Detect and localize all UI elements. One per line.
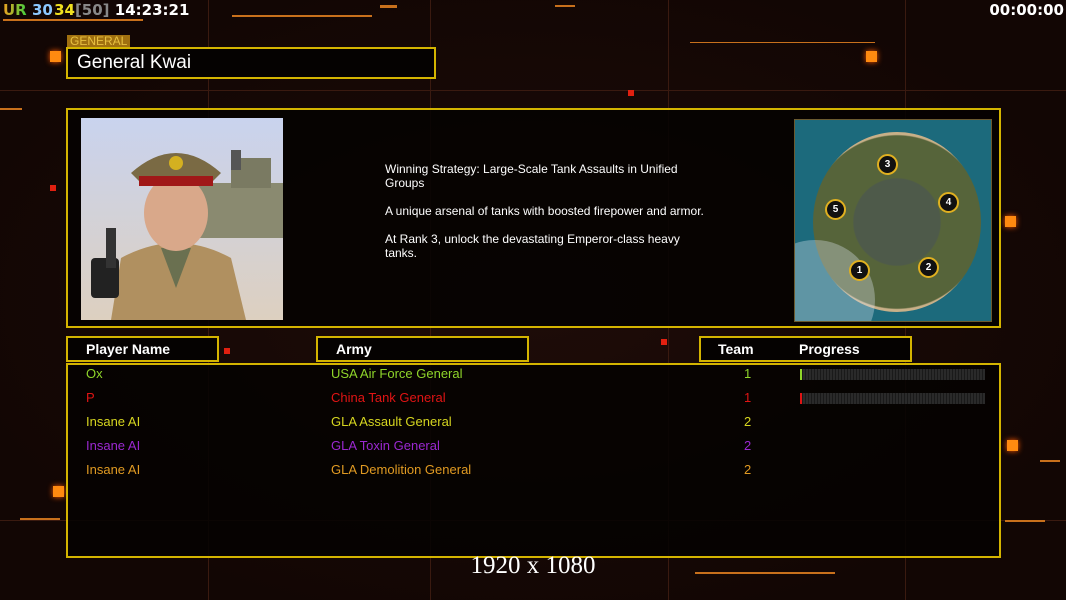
deco-line <box>0 108 22 110</box>
team-number: 2 <box>744 462 752 477</box>
deco-square <box>1007 440 1018 451</box>
progress-fill <box>800 393 802 404</box>
progress-fill <box>800 369 802 380</box>
deco-line <box>232 15 372 17</box>
deco-line <box>555 5 575 7</box>
deco-line <box>1005 520 1045 522</box>
description-line: Winning Strategy: Large-Scale Tank Assau… <box>385 162 678 190</box>
deco-square <box>661 339 667 345</box>
deco-line <box>20 518 60 520</box>
deco-square <box>224 348 230 354</box>
start-position-2[interactable]: 2 <box>918 257 939 278</box>
general-description: Winning Strategy: Large-Scale Tank Assau… <box>385 162 705 260</box>
general-tag: GENERAL <box>67 35 131 48</box>
deco-square <box>1005 216 1016 227</box>
deco-line <box>695 572 835 574</box>
player-name: Ox <box>86 366 103 381</box>
table-row: P China Tank General 1 <box>86 390 986 410</box>
general-name: General Kwai <box>66 47 436 79</box>
start-position-4[interactable]: 4 <box>938 192 959 213</box>
grid-line <box>0 90 1066 91</box>
game-timer: 00:00:00 <box>989 1 1064 19</box>
header-team: Team <box>718 341 754 357</box>
player-name: Insane AI <box>86 438 141 453</box>
army-name: China Tank General <box>331 390 446 405</box>
stat-bracket: [50] <box>74 1 110 19</box>
army-name: USA Air Force General <box>331 366 463 381</box>
deco-square <box>628 90 634 96</box>
start-position-5[interactable]: 5 <box>825 199 846 220</box>
army-name: GLA Demolition General <box>331 462 472 477</box>
deco-line <box>1040 460 1060 462</box>
header-player-name: Player Name <box>66 336 219 362</box>
deco-square <box>50 185 56 191</box>
general-portrait <box>81 118 283 320</box>
player-name: Insane AI <box>86 462 141 477</box>
start-position-1[interactable]: 1 <box>849 260 870 281</box>
clock: 14:23:21 <box>114 1 190 19</box>
start-position-3[interactable]: 3 <box>877 154 898 175</box>
army-name: GLA Toxin General <box>331 438 440 453</box>
header-army: Army <box>316 336 529 362</box>
deco-line <box>380 5 397 8</box>
team-number: 2 <box>744 414 752 429</box>
map-preview[interactable]: 3 4 5 1 2 <box>794 119 992 322</box>
deco-line <box>690 42 875 43</box>
deco-square <box>53 486 64 497</box>
player-name: Insane AI <box>86 414 141 429</box>
table-row: Insane AI GLA Demolition General 2 <box>86 462 986 482</box>
progress-bar <box>800 393 985 404</box>
ur-label: UR <box>3 1 27 19</box>
team-number: 1 <box>744 366 752 381</box>
header-progress: Progress <box>799 341 860 357</box>
stat-value: 30 <box>31 1 53 19</box>
player-name: P <box>86 390 95 405</box>
progress-bar <box>800 369 985 380</box>
description-line: At Rank 3, unlock the devastating Empero… <box>385 232 680 260</box>
resolution-label: 1920 x 1080 <box>470 552 596 579</box>
header-team-progress: Team Progress <box>699 336 912 362</box>
team-number: 2 <box>744 438 752 453</box>
deco-square <box>866 51 877 62</box>
army-name: GLA Assault General <box>331 414 452 429</box>
table-row: Ox USA Air Force General 1 <box>86 366 986 386</box>
table-row: Insane AI GLA Assault General 2 <box>86 414 986 434</box>
hud-underline <box>3 19 143 21</box>
deco-square <box>50 51 61 62</box>
description-line: A unique arsenal of tanks with boosted f… <box>385 204 704 218</box>
table-row: Insane AI GLA Toxin General 2 <box>86 438 986 458</box>
hud-stats: UR 30 34[50] 14:23:21 <box>3 1 189 19</box>
team-number: 1 <box>744 390 752 405</box>
stat-value: 34 <box>54 1 75 19</box>
